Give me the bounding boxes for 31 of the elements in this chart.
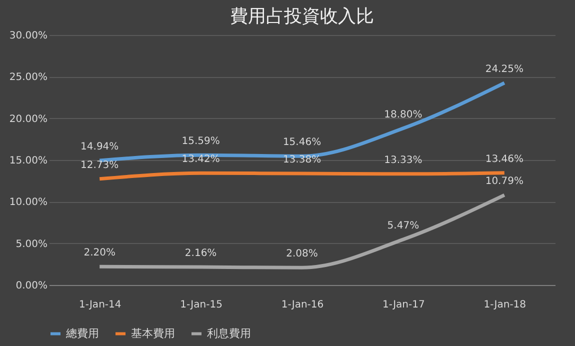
data-label: 5.47%	[387, 220, 420, 232]
y-tick-label: 25.00%	[9, 72, 48, 84]
data-label: 15.46%	[282, 137, 322, 148]
data-label: 13.33%	[384, 154, 422, 166]
y-tick-label: 20.00%	[9, 114, 48, 125]
x-tick-label: 1-Jan-14	[78, 300, 122, 310]
legend-label: 基本費用	[131, 326, 175, 340]
x-tick-label: 1-Jan-18	[484, 300, 526, 310]
data-label: 14.94%	[80, 142, 119, 152]
y-tick-label: 0.00%	[16, 280, 48, 292]
y-tick-label: 10.00%	[9, 197, 48, 208]
data-label: 13.42%	[182, 154, 220, 166]
data-label: 2.20%	[84, 248, 116, 259]
y-tick-label: 15.00%	[9, 156, 48, 166]
data-label: 2.08%	[286, 248, 318, 260]
y-tick-label: 30.00%	[9, 30, 48, 42]
y-tick-label: 5.00%	[16, 238, 48, 250]
data-label: 2.16%	[184, 248, 217, 259]
data-label: 12.73%	[80, 160, 119, 171]
x-tick-label: 1-Jan-16	[281, 300, 324, 310]
data-label: 10.79%	[485, 176, 524, 188]
legend-label: 利息費用	[207, 326, 251, 340]
data-label: 18.80%	[384, 109, 422, 120]
data-label: 13.46%	[485, 154, 524, 165]
x-tick-label: 1-Jan-15	[180, 300, 222, 310]
data-label: 15.59%	[182, 136, 220, 148]
chart-title: 費用占投資收入比	[230, 6, 374, 27]
x-tick-label: 1-Jan-17	[382, 300, 425, 310]
data-label: 24.25%	[485, 64, 524, 75]
legend-label: 總費用	[65, 326, 99, 340]
data-label: 13.38%	[282, 154, 322, 166]
